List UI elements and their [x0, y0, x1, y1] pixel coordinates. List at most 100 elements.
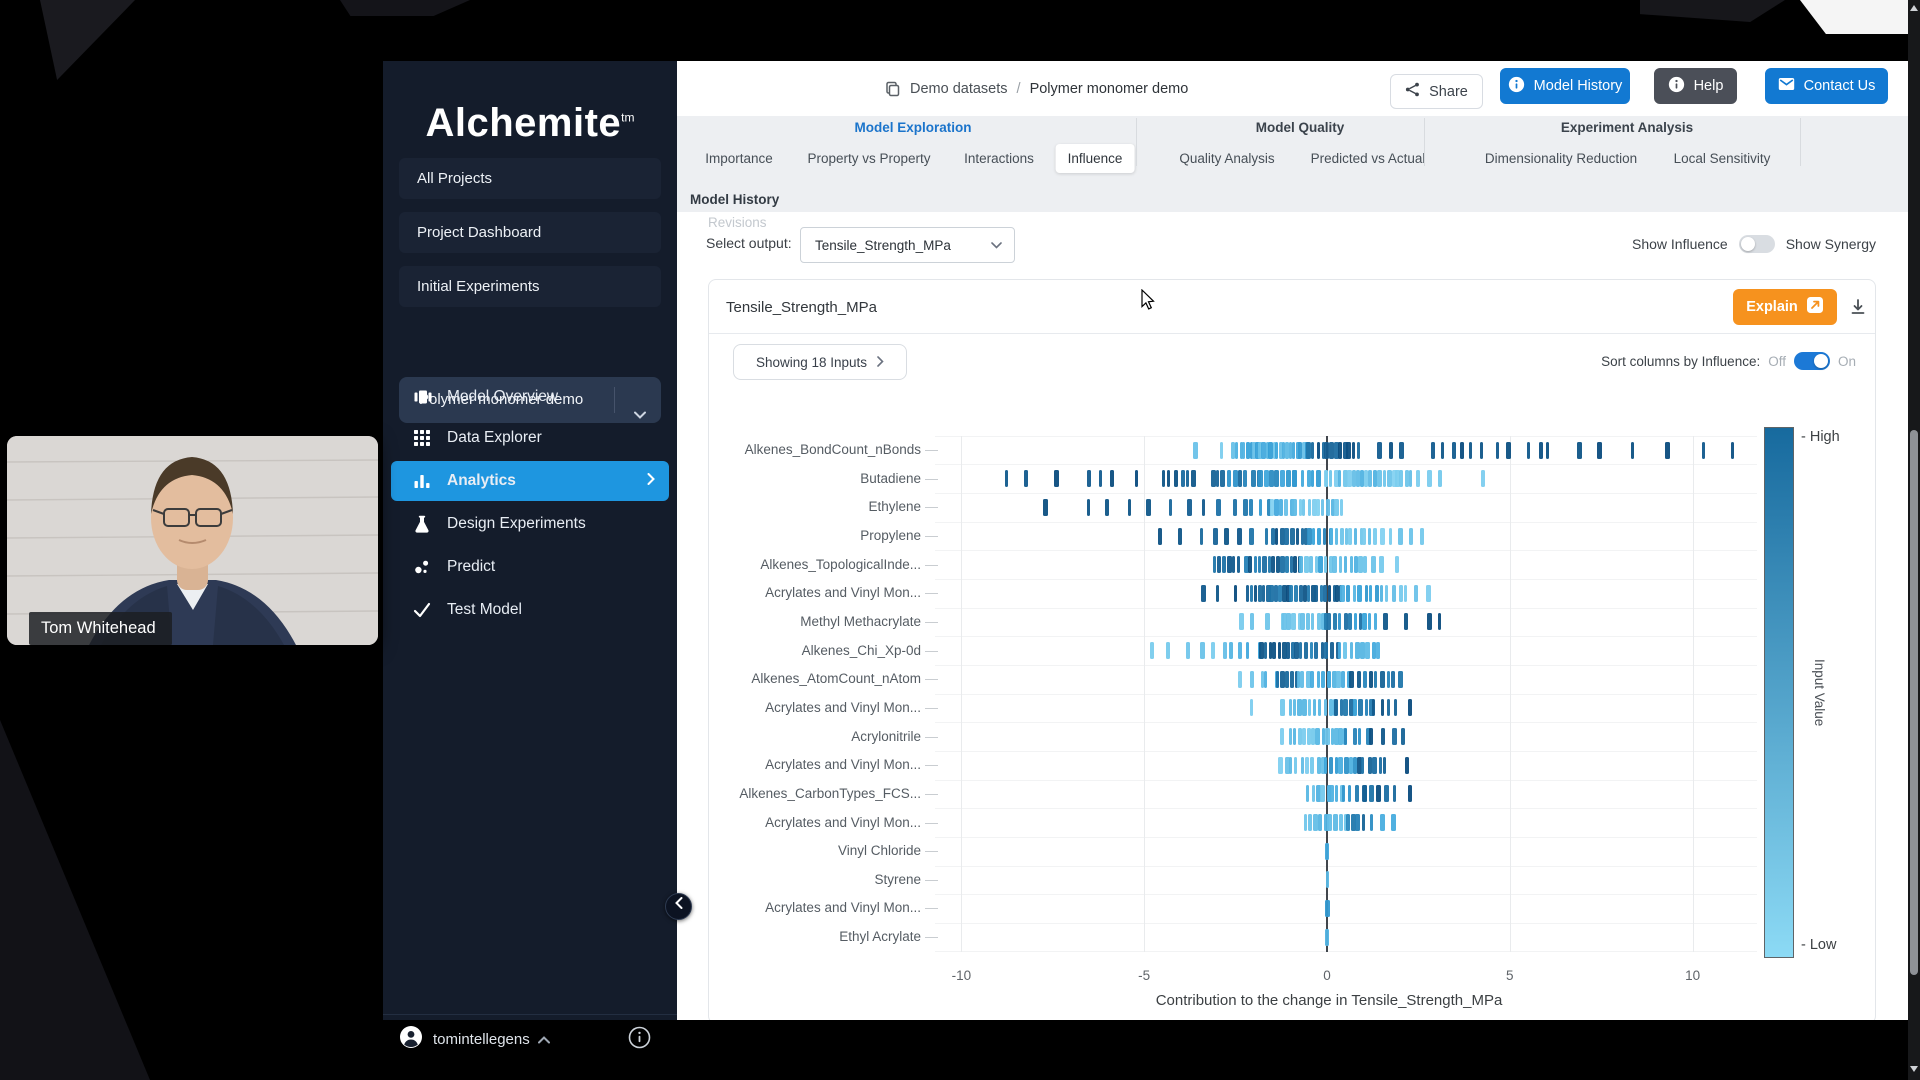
- test-model-icon: [413, 601, 433, 619]
- design-experiments-icon: [413, 515, 433, 533]
- output-select-value: Tensile_Strength_MPa: [815, 237, 951, 253]
- show-influence-label: Show Influence: [1631, 236, 1728, 252]
- sidebar-button-initial-experiments[interactable]: Initial Experiments: [399, 266, 661, 307]
- output-select[interactable]: Tensile_Strength_MPa: [800, 227, 1015, 263]
- backdrop-shape: [1800, 0, 1908, 34]
- explain-label: Explain: [1746, 299, 1798, 315]
- webcam-video: Tom Whitehead: [7, 436, 378, 645]
- info-icon[interactable]: [628, 1026, 651, 1053]
- sidebar-item-label: Analytics: [447, 472, 516, 489]
- model-history-label: Model History: [1533, 78, 1623, 94]
- mouse-cursor: [1141, 288, 1161, 315]
- share-icon: [1405, 82, 1420, 101]
- backdrop-shape: [40, 0, 135, 80]
- sidebar-item-model-overview[interactable]: Model Overview: [391, 377, 669, 417]
- envelope-icon: [1778, 77, 1795, 95]
- user-avatar-icon: [399, 1025, 423, 1053]
- sort-by-influence-switch: Sort columns by Influence: Off On: [1601, 346, 1856, 376]
- user-menu[interactable]: tomintellegens: [399, 1019, 661, 1059]
- tab-group-model-history: Model History: [690, 192, 780, 207]
- predict-icon: [413, 558, 433, 576]
- sidebar-collapse-button[interactable]: [665, 893, 692, 920]
- sort-off-label: Off: [1768, 353, 1786, 369]
- help-button[interactable]: Help: [1652, 66, 1739, 106]
- chevron-up-icon: [537, 1031, 550, 1048]
- backdrop-shape: [340, 0, 470, 16]
- project-select[interactable]: Polymer monomer demo: [399, 377, 661, 423]
- info-icon: [1508, 76, 1525, 97]
- sidebar-item-design-experiments[interactable]: Design Experiments: [391, 504, 669, 544]
- sidebar-item-data-explorer[interactable]: Data Explorer: [391, 418, 669, 458]
- scroll-down-arrow[interactable]: [1910, 1066, 1918, 1072]
- divider: [1800, 118, 1801, 166]
- sort-toggle[interactable]: [1793, 352, 1830, 370]
- sidebar-item-label: Model Overview: [447, 388, 559, 405]
- breadcrumb-separator: /: [1016, 81, 1021, 97]
- sort-on-label: On: [1837, 353, 1856, 369]
- chevron-left-icon: [674, 897, 682, 909]
- show-synergy-label: Show Synergy: [1785, 236, 1876, 252]
- backdrop-shape: [1640, 0, 1785, 22]
- project-select-value: Polymer monomer demo: [419, 391, 584, 408]
- sidebar: Alchemitetm All Projects Project Dashboar…: [383, 61, 677, 1048]
- showing-inputs-button[interactable]: Showing 18 Inputs: [733, 344, 907, 380]
- influence-synergy-toggle[interactable]: [1738, 235, 1775, 253]
- username: tomintellegens: [433, 1030, 530, 1048]
- influence-panel: Tensile_Strength_MPa Explain Showing 18 …: [708, 279, 1876, 1020]
- tab-predicted-vs-actual[interactable]: Predicted vs Actual: [1310, 151, 1426, 166]
- tab-revisions[interactable]: Revisions: [708, 215, 767, 230]
- download-icon[interactable]: [1849, 298, 1867, 321]
- showing-inputs-label: Showing 18 Inputs: [755, 354, 868, 370]
- sidebar-item-test-model[interactable]: Test Model: [391, 590, 669, 630]
- tab-influence[interactable]: Influence: [1055, 144, 1135, 173]
- breadcrumb: Demo datasets / Polymer monomer demo: [885, 75, 1188, 103]
- page-scrollbar: [1908, 0, 1920, 1080]
- export-icon: [1806, 296, 1824, 318]
- breadcrumb-current: Polymer monomer demo: [1029, 81, 1189, 97]
- sidebar-item-analytics[interactable]: Analytics: [391, 461, 669, 501]
- chevron-down-icon: [634, 392, 646, 438]
- sidebar-item-predict[interactable]: Predict: [391, 547, 669, 587]
- scrollbar-thumb[interactable]: [1910, 430, 1918, 975]
- contact-us-button[interactable]: Contact Us: [1763, 66, 1890, 106]
- tab-group-model-quality: Model Quality: [1255, 120, 1345, 135]
- tab-group-model-exploration: Model Exploration: [854, 120, 972, 135]
- chevron-down-icon: [991, 236, 1002, 254]
- sort-label: Sort columns by Influence:: [1601, 353, 1761, 369]
- tab-dimensionality-reduction[interactable]: Dimensionality Reduction: [1484, 151, 1638, 166]
- explain-button[interactable]: Explain: [1733, 289, 1837, 325]
- analytics-icon: [413, 472, 433, 490]
- info-icon: [1668, 76, 1685, 97]
- influence-synergy-switch: Show Influence Show Synergy: [1632, 229, 1876, 259]
- tab-property-vs-property[interactable]: Property vs Property: [807, 151, 931, 166]
- select-output-label: Select output:: [706, 235, 792, 251]
- panel-title: Tensile_Strength_MPa: [726, 299, 877, 316]
- sidebar-item-label: Test Model: [447, 601, 522, 618]
- presenter-name-label: Tom Whitehead: [29, 612, 172, 645]
- chevron-right-icon: [647, 472, 655, 490]
- toggle-knob: [1740, 237, 1755, 251]
- breadcrumb-link-demo-datasets[interactable]: Demo datasets: [910, 81, 1008, 97]
- divider: [1424, 118, 1425, 166]
- sidebar-item-label: Design Experiments: [447, 515, 586, 532]
- share-label: Share: [1429, 83, 1468, 100]
- sidebar-item-label: Data Explorer: [447, 429, 542, 446]
- tab-quality-analysis[interactable]: Quality Analysis: [1179, 151, 1275, 166]
- scroll-up-arrow[interactable]: [1910, 5, 1918, 11]
- sidebar-button-all-projects[interactable]: All Projects: [399, 158, 661, 199]
- datasets-icon: [885, 81, 901, 97]
- divider: [614, 387, 615, 413]
- app-logo: Alchemitetm: [425, 101, 635, 145]
- contact-us-label: Contact Us: [1803, 78, 1876, 94]
- sidebar-item-label: Predict: [447, 558, 496, 575]
- sidebar-button-project-dashboard[interactable]: Project Dashboard: [399, 212, 661, 253]
- model-history-button[interactable]: Model History: [1498, 66, 1632, 106]
- tab-local-sensitivity[interactable]: Local Sensitivity: [1673, 151, 1771, 166]
- tab-group-experiment-analysis: Experiment Analysis: [1560, 120, 1694, 135]
- share-button[interactable]: Share: [1390, 74, 1483, 109]
- data-explorer-icon: [413, 429, 433, 447]
- help-label: Help: [1693, 78, 1724, 94]
- tab-importance[interactable]: Importance: [705, 151, 773, 166]
- tab-strip: Model Exploration Importance Property vs P…: [677, 116, 1908, 230]
- tab-interactions[interactable]: Interactions: [964, 151, 1034, 166]
